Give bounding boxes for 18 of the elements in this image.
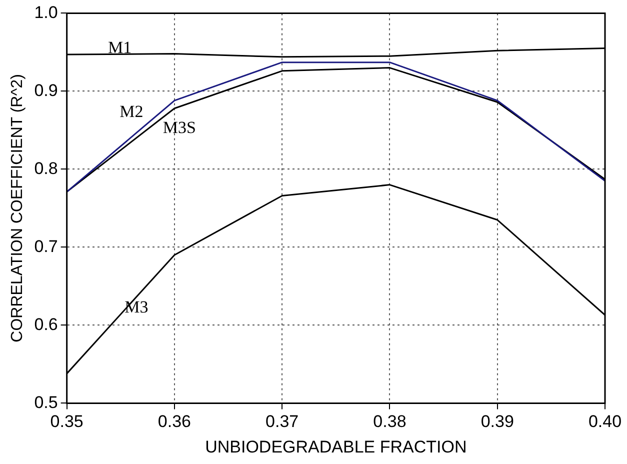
x-tick-label: 0.35 (50, 412, 84, 432)
series-label: M3 (124, 297, 148, 316)
x-tick-label: 0.38 (373, 412, 406, 432)
y-tick-label: 0.9 (34, 80, 58, 100)
y-tick-label: 1.0 (34, 2, 58, 22)
x-axis-title: UNBIODEGRADABLE FRACTION (205, 437, 467, 456)
y-tick-label: 0.6 (34, 314, 58, 334)
x-tick-label: 0.36 (158, 412, 192, 432)
x-tick-label: 0.39 (480, 412, 514, 432)
series-label: M1 (108, 38, 132, 58)
y-tick-label: 0.5 (34, 392, 58, 412)
series-label: M3S (162, 118, 196, 137)
y-tick-label: 0.8 (34, 158, 58, 178)
x-tick-label: 0.37 (266, 412, 299, 432)
series-label: M2 (120, 102, 144, 122)
y-axis-title: CORRELATION COEFFICIENT (R^2) (9, 74, 26, 342)
x-tick-label: 0.40 (588, 412, 622, 432)
y-tick-label: 0.7 (34, 236, 58, 256)
